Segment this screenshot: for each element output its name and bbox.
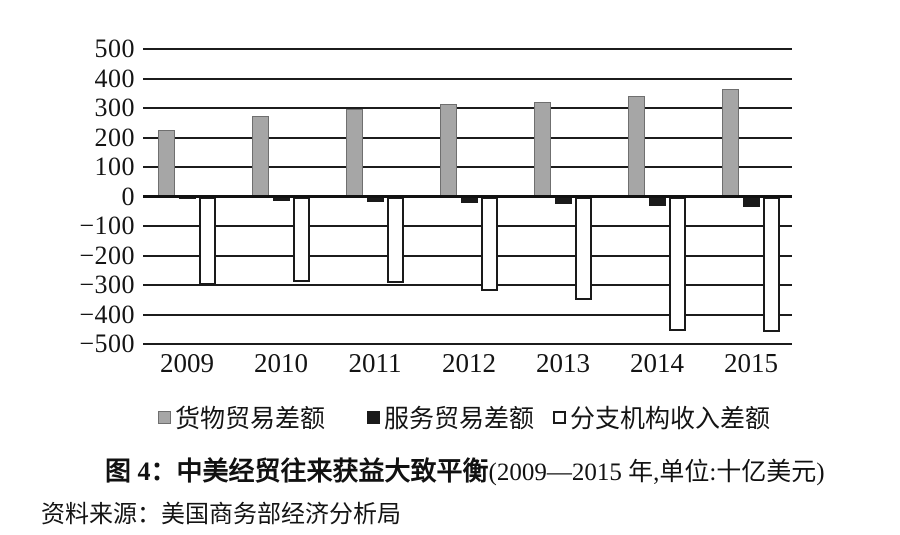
x-tick-label-2013: 2013: [536, 348, 590, 378]
zero-axis-line: [143, 195, 792, 198]
bar-services-2012: [461, 196, 478, 204]
bar-affiliate-2013: [575, 196, 592, 300]
bar-services-2011: [367, 196, 384, 203]
source-note: 资料来源：美国商务部经济分析局: [41, 502, 401, 528]
x-tick-label-2015: 2015: [724, 348, 778, 378]
bar-services-2014: [649, 196, 666, 206]
figure-caption-title: 图 4：中美经贸往来获益大致平衡: [105, 457, 489, 486]
gridline: [143, 107, 792, 109]
y-tick-label: −100: [79, 211, 135, 240]
affiliate-legend-swatch-icon: [553, 410, 566, 424]
x-tick-label-2011: 2011: [348, 348, 402, 378]
x-tick-label-2012: 2012: [442, 348, 496, 378]
figure-caption: 图 4：中美经贸往来获益大致平衡(2009—2015 年,单位:十亿美元): [105, 451, 825, 488]
services-legend-swatch-icon: [367, 410, 380, 424]
x-tick-label-2014: 2014: [630, 348, 684, 378]
y-tick-label: 100: [94, 152, 135, 181]
bar-affiliate-2009: [199, 196, 216, 285]
gridline: [143, 254, 792, 257]
y-tick-label: 400: [94, 63, 135, 93]
legend-label-goods: 货物贸易差额: [175, 406, 326, 433]
bar-services-2015: [743, 196, 760, 207]
y-tick-label: −200: [79, 240, 135, 270]
bar-affiliate-2012: [481, 196, 498, 291]
bar-goods-2012: [440, 103, 457, 197]
bar-goods-2013: [534, 101, 551, 197]
gridline: [143, 313, 792, 316]
bar-affiliate-2015: [763, 196, 780, 333]
bar-goods-2014: [628, 96, 645, 197]
y-tick-label: 0: [121, 181, 135, 211]
legend-label-affiliate: 分支机构收入差额: [570, 406, 771, 433]
gridline: [143, 77, 792, 80]
legend-item-goods: 货物贸易差额: [158, 400, 325, 434]
y-tick-label: −500: [79, 329, 135, 358]
bar-goods-2010: [252, 115, 269, 197]
gridline: [143, 166, 792, 168]
bar-affiliate-2014: [669, 196, 686, 331]
y-tick-label: −400: [79, 299, 135, 329]
y-tick-label: −300: [79, 270, 135, 299]
bar-goods-2009: [158, 129, 175, 197]
gridline: [143, 48, 792, 50]
y-tick-label: 300: [94, 93, 135, 122]
legend-item-services: 服务贸易差额: [367, 400, 534, 434]
x-tick-label-2009: 2009: [160, 348, 214, 378]
legend-item-affiliate: 分支机构收入差额: [553, 400, 770, 434]
goods-legend-swatch-icon: [158, 410, 171, 424]
bar-services-2013: [555, 196, 572, 205]
bar-services-2010: [273, 196, 290, 201]
bar-affiliate-2011: [387, 196, 404, 284]
gridline: [143, 225, 792, 227]
bar-goods-2011: [346, 109, 363, 197]
y-tick-label: 500: [94, 34, 135, 63]
legend-label-services: 服务贸易差额: [384, 406, 535, 433]
gridline: [143, 343, 792, 345]
y-tick-label: 200: [94, 122, 135, 152]
bar-affiliate-2010: [293, 196, 310, 283]
x-tick-label-2010: 2010: [254, 348, 308, 378]
gridline: [143, 284, 792, 286]
figure-caption-detail: (2009—2015 年,单位:十亿美元): [488, 459, 825, 486]
gridline: [143, 136, 792, 139]
bar-goods-2015: [722, 88, 739, 197]
